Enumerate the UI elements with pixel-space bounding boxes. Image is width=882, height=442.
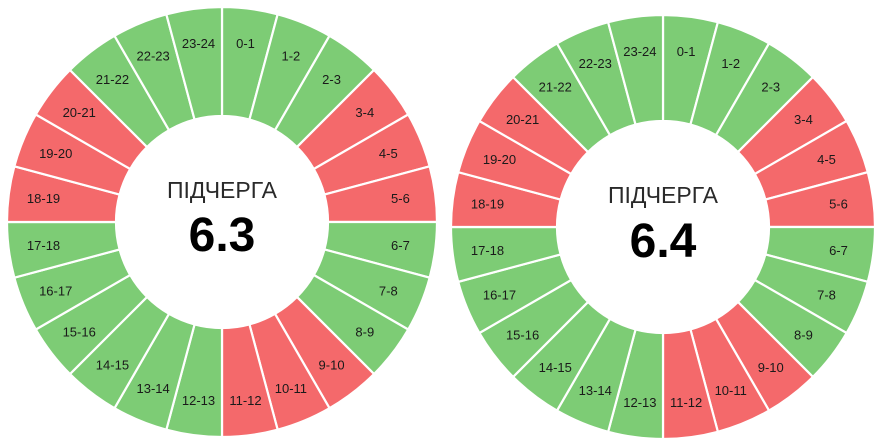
hour-segments <box>5 5 439 439</box>
hour-label: 14-15 <box>96 357 129 372</box>
hour-label: 12-13 <box>623 395 656 410</box>
wheel-svg: 0-1 1-2 2-3 3-4 4-5 5-6 6-7 7-8 8-9 9-10 10-11 11-1… <box>449 13 877 439</box>
hour-label: 23-24 <box>182 36 215 51</box>
hour-label: 16-17 <box>483 287 516 302</box>
subqueue-title: ПІДЧЕРГА <box>608 182 719 208</box>
hour-label: 4-5 <box>379 146 398 161</box>
hour-label: 7-8 <box>817 287 836 302</box>
subqueue-title: ПІДЧЕРГА <box>167 177 278 203</box>
hour-label: 10-11 <box>275 381 307 396</box>
hour-label: 6-7 <box>829 243 848 258</box>
hour-label: 11-12 <box>670 395 702 410</box>
hour-label: 5-6 <box>391 191 410 206</box>
hour-segment-23-24 <box>165 5 224 121</box>
hour-label: 19-20 <box>483 152 516 167</box>
hour-labels: 0-1 1-2 2-3 3-4 4-5 5-6 6-7 7-8 8-9 9-10 10-11 11-1… <box>27 36 410 408</box>
hour-label: 7-8 <box>379 284 398 299</box>
hour-label: 13-14 <box>579 383 612 398</box>
hour-segments <box>449 13 877 439</box>
hour-label: 22-23 <box>579 56 612 71</box>
hour-label: 17-18 <box>27 238 60 253</box>
hour-label: 14-15 <box>539 360 572 375</box>
hour-label: 18-19 <box>471 197 504 212</box>
hour-label: 8-9 <box>355 324 374 339</box>
hour-label: 18-19 <box>27 191 60 206</box>
hour-segment-23-24 <box>606 13 665 126</box>
hour-label: 5-6 <box>829 197 848 212</box>
wheel-svg: 0-1 1-2 2-3 3-4 4-5 5-6 6-7 7-8 8-9 9-10 10-11 11-1… <box>5 5 439 439</box>
schedule-wheel-1: 0-1 1-2 2-3 3-4 4-5 5-6 6-7 7-8 8-9 9-10 10-11 11-1… <box>5 5 439 439</box>
hour-label: 17-18 <box>471 243 504 258</box>
hour-label: 11-12 <box>229 393 261 408</box>
hour-label: 2-3 <box>322 72 341 87</box>
subqueue-number: 6.3 <box>189 209 256 262</box>
hour-label: 3-4 <box>355 105 374 120</box>
hour-label: 19-20 <box>39 146 72 161</box>
hour-label: 16-17 <box>39 284 72 299</box>
hour-label: 0-1 <box>236 36 255 51</box>
hour-label: 3-4 <box>794 112 813 127</box>
subqueue-number: 6.4 <box>630 215 697 268</box>
hour-labels: 0-1 1-2 2-3 3-4 4-5 5-6 6-7 7-8 8-9 9-10 10-11 11-1… <box>471 44 848 410</box>
hour-label: 0-1 <box>677 44 696 59</box>
hour-label: 2-3 <box>761 79 780 94</box>
schedule-wheel-2: 0-1 1-2 2-3 3-4 4-5 5-6 6-7 7-8 8-9 9-10 10-11 11-1… <box>449 5 877 439</box>
hour-label: 8-9 <box>794 327 813 342</box>
hour-label: 21-22 <box>96 72 129 87</box>
hour-label: 22-23 <box>136 48 169 63</box>
hour-label: 15-16 <box>63 324 96 339</box>
hour-label: 6-7 <box>391 238 410 253</box>
hour-label: 9-10 <box>758 360 784 375</box>
hour-label: 10-11 <box>715 383 747 398</box>
hour-label: 15-16 <box>506 327 539 342</box>
hour-label: 13-14 <box>136 381 169 396</box>
hour-label: 9-10 <box>319 357 345 372</box>
hour-label: 12-13 <box>182 393 215 408</box>
hour-label: 21-22 <box>539 79 572 94</box>
hour-label: 1-2 <box>281 48 300 63</box>
hour-label: 20-21 <box>506 112 539 127</box>
hour-label: 20-21 <box>63 105 96 120</box>
hour-label: 23-24 <box>623 44 656 59</box>
hour-label: 4-5 <box>817 152 836 167</box>
hour-label: 1-2 <box>721 56 740 71</box>
